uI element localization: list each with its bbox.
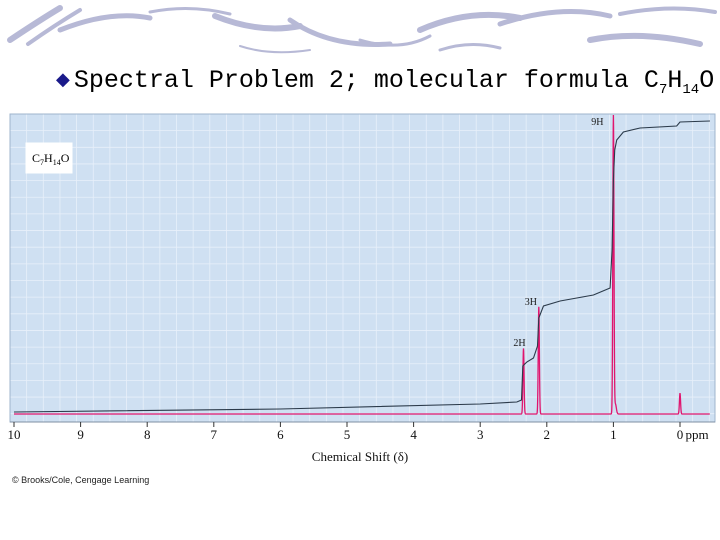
integration-label: 9H xyxy=(591,117,603,128)
x-tick-label: 2 xyxy=(544,427,551,442)
x-tick-label: 10 xyxy=(8,427,21,442)
x-tick-label: 0 xyxy=(677,427,684,442)
diamond-bullet-icon: ◆ xyxy=(56,71,70,91)
copyright-text: © Brooks/Cole, Cengage Learning xyxy=(12,475,149,485)
spectrum-series-line xyxy=(14,114,710,415)
x-tick-label: 7 xyxy=(211,427,218,442)
integration-label: 3H xyxy=(525,297,537,308)
x-tick-label: 9 xyxy=(77,427,84,442)
formula-box xyxy=(25,142,73,174)
title-text: Spectral Problem 2; molecular formula C xyxy=(73,66,659,95)
x-tick-label: 1 xyxy=(610,427,617,442)
x-tick-label: 8 xyxy=(144,427,151,442)
brush-stroke-decoration xyxy=(7,5,717,54)
x-tick-label: 5 xyxy=(344,427,351,442)
x-tick-label: 6 xyxy=(277,427,284,442)
x-axis-unit: ppm xyxy=(685,427,708,442)
integral-curve xyxy=(13,120,710,413)
slide-title: ◆ Spectral Problem 2; molecular formula C… xyxy=(56,66,720,98)
plot-area xyxy=(10,114,715,422)
formula-label: C7H14O xyxy=(32,151,70,167)
x-tick-label: 3 xyxy=(477,427,484,442)
integration-label: 2H xyxy=(513,338,525,349)
x-axis-label: Chemical Shift (δ) xyxy=(312,449,408,464)
x-tick-label: 4 xyxy=(410,427,417,442)
